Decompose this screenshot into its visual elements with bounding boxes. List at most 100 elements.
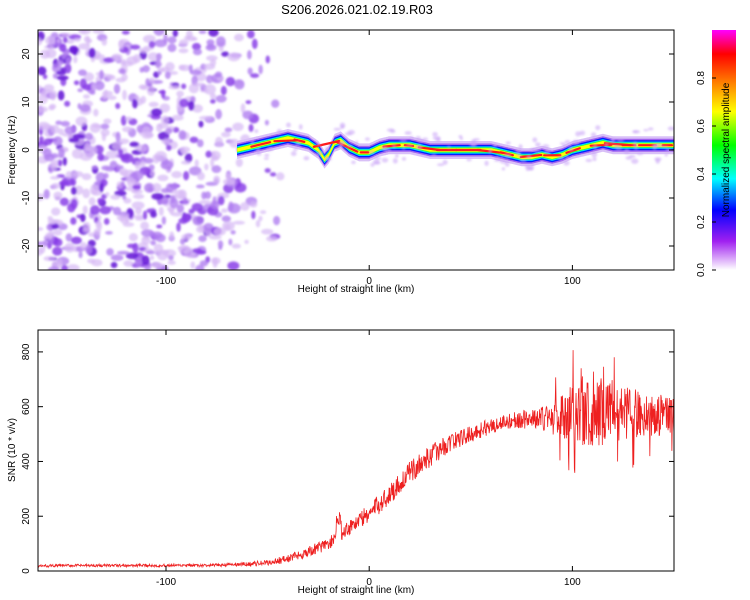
spectrogram-noise-blob — [198, 200, 211, 205]
spectrogram-noise-blob — [192, 104, 203, 113]
carrier-fuzz — [364, 137, 370, 141]
spectrogram-noise-blob — [93, 54, 106, 60]
spectrogram-noise-blob — [213, 227, 226, 236]
snr-x-ticks: -100 0 100 — [156, 330, 581, 588]
spectrogram-noise-blob — [191, 202, 204, 212]
carrier-fuzz — [401, 156, 407, 161]
spectrogram-noise-blob — [110, 261, 118, 269]
spectrogram-noise-blob — [134, 161, 141, 170]
carrier-fuzz — [250, 139, 255, 145]
spectrogram-noise-blob — [178, 48, 189, 54]
spectrogram-noise-blob — [120, 115, 127, 126]
spectrogram-noise-blob — [194, 159, 199, 167]
carrier-fuzz — [458, 134, 463, 139]
spectrogram-noise-blob — [56, 38, 61, 44]
carrier-fuzz — [391, 144, 397, 149]
carrier-fuzz — [616, 138, 625, 143]
spectrogram-noise-blob — [88, 47, 96, 59]
carrier-fuzz — [664, 153, 669, 157]
carrier-fuzz — [276, 128, 282, 135]
spectrogram-noise-blob — [232, 220, 246, 225]
spectrogram-noise-blob — [181, 83, 187, 90]
spectrogram-noise-blob — [171, 182, 178, 191]
spectrogram-x-ticks: -100 0 100 — [156, 30, 581, 287]
spectrogram-noise-blob — [167, 260, 176, 265]
carrier-fuzz — [339, 140, 347, 145]
spectrogram-noise-blob — [121, 30, 130, 35]
spectrogram-noise-blob — [145, 250, 156, 255]
spectrogram-noise-blob — [250, 73, 260, 78]
carrier-fuzz — [263, 157, 269, 160]
spectrogram-noise-blob — [188, 100, 195, 111]
spectrogram-noise-blob — [167, 43, 177, 53]
spectrogram-noise-blob — [56, 59, 64, 66]
carrier-fuzz — [401, 146, 406, 150]
spectrogram-noise-blob — [147, 52, 159, 61]
spectrogram-noise-blob — [220, 85, 227, 96]
spectrogram-noise-blob — [79, 152, 93, 161]
colorbar-ticks: 0.0 0.2 0.4 0.6 0.8 — [696, 71, 716, 277]
spectrogram-noise-blob — [251, 38, 258, 50]
carrier-fuzz — [496, 155, 500, 160]
spectrogram-noise-blob — [234, 79, 245, 90]
spectrogram-noise-blob — [130, 44, 141, 50]
spectrogram-noise-blob — [223, 178, 236, 186]
colorbar-tick-label: 0.4 — [696, 167, 707, 181]
spectrogram-noise-blob — [151, 192, 164, 200]
snr-x-tick-label: 100 — [564, 577, 581, 588]
colorbar-tick-label: 0.2 — [696, 215, 707, 229]
spectrogram-noise-blob — [244, 239, 249, 244]
spectrogram-noise-blob — [38, 136, 44, 144]
spectrogram-noise-blob — [48, 266, 60, 270]
spectrogram-noise-blob — [99, 206, 111, 215]
spectrogram-noise-blob — [221, 215, 231, 222]
carrier-fuzz — [415, 144, 423, 150]
spectrogram-noise-blob — [65, 233, 73, 242]
spectrogram-noise-blob — [122, 195, 127, 200]
spectrogram-noise-blob — [150, 240, 157, 246]
spectrogram-noise-blob — [125, 213, 130, 224]
spectrogram-noise-blob — [160, 115, 170, 125]
spectrogram-noise-blob — [62, 37, 68, 44]
spectrogram-noise-blob — [69, 45, 79, 54]
snr-y-label: SNR (10 * v/v) — [7, 418, 18, 482]
spectrogram-noise-blob — [112, 56, 119, 61]
spectrogram-noise-blob — [38, 37, 43, 46]
spectrogram-noise-blob — [158, 249, 170, 255]
spectrogram-noise-blob — [258, 215, 263, 222]
carrier-fuzz — [517, 154, 522, 158]
spectrogram-noise-blob — [43, 189, 50, 200]
spectrogram-noise-blob — [216, 36, 226, 47]
spectrogram-noise-blob — [123, 260, 134, 267]
spectrogram-noise-blob — [73, 56, 78, 64]
spectrogram-noise-blob — [82, 205, 88, 215]
colorbar-gradient — [712, 30, 736, 270]
snr-y-tick-label: 0 — [21, 568, 32, 574]
spectrogram-noise-blob — [73, 37, 82, 42]
spectrogram-noise-blob — [64, 100, 71, 107]
snr-x-label: Height of straight line (km) — [298, 585, 415, 596]
spectrogram-noise-blob — [178, 64, 186, 71]
colorbar-label: Normalized spectral amplitude — [721, 82, 732, 217]
spectrogram-noise-blob — [208, 30, 219, 37]
carrier-fuzz — [500, 159, 508, 164]
spectrogram-noise-blob — [178, 217, 189, 224]
spectrogram-noise-blob — [191, 37, 198, 41]
spectrogram-noise-blob — [134, 94, 140, 101]
spectrogram-noise-blob — [87, 38, 93, 43]
spectrogram-noise-blob — [58, 147, 65, 159]
carrier-fuzz — [526, 154, 532, 160]
spectrogram-noise-blob — [240, 202, 250, 211]
carrier-fuzz — [505, 141, 511, 145]
carrier-core — [417, 146, 441, 152]
spectrogram-noise-blob — [205, 150, 212, 158]
spectrogram-noise-blob — [255, 219, 261, 228]
carrier-fuzz — [431, 153, 437, 157]
carrier-fuzz — [572, 139, 580, 146]
spectrogram-noise-blob — [227, 261, 240, 270]
carrier-fuzz — [592, 157, 597, 162]
spectrogram-noise-blob — [222, 221, 235, 231]
carrier-fuzz — [633, 145, 639, 150]
spectrogram-noise-blob — [56, 75, 69, 81]
